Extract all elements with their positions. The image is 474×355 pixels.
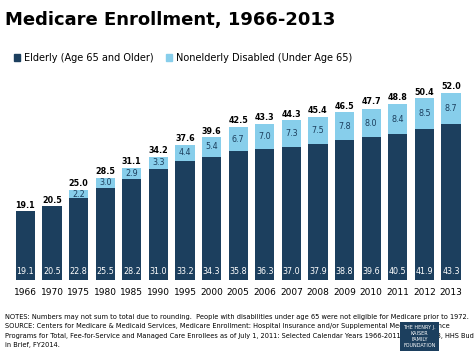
Text: 8.0: 8.0: [365, 119, 377, 127]
Bar: [16, 212, 35, 280]
Bar: [69, 190, 88, 198]
Text: 41.9: 41.9: [416, 267, 433, 276]
Bar: [228, 127, 248, 151]
Bar: [228, 151, 248, 280]
Text: 47.7: 47.7: [361, 97, 381, 106]
Text: 46.5: 46.5: [335, 102, 355, 111]
Text: THE HENRY J.
KAISER
FAMILY
FOUNDATION: THE HENRY J. KAISER FAMILY FOUNDATION: [403, 326, 436, 348]
Text: SOURCE: Centers for Medicare & Medicaid Services, Medicare Enrollment: Hospital : SOURCE: Centers for Medicare & Medicaid …: [5, 323, 449, 329]
Text: 3.3: 3.3: [152, 158, 164, 167]
Text: 7.8: 7.8: [338, 122, 351, 131]
Bar: [122, 168, 141, 179]
Text: 37.9: 37.9: [309, 267, 327, 276]
Text: 7.3: 7.3: [285, 129, 298, 138]
Text: 4.4: 4.4: [179, 148, 191, 157]
Text: 3.0: 3.0: [99, 179, 111, 187]
Text: 20.5: 20.5: [42, 196, 62, 204]
Text: 39.6: 39.6: [202, 127, 221, 136]
Text: 19.1: 19.1: [17, 267, 34, 276]
Text: 25.5: 25.5: [96, 267, 114, 276]
Bar: [415, 98, 434, 129]
Text: 25.0: 25.0: [69, 179, 89, 189]
Text: 6.7: 6.7: [232, 135, 245, 143]
Text: 19.1: 19.1: [16, 201, 35, 210]
Bar: [388, 134, 407, 280]
Text: Medicare Enrollment, 1966-2013: Medicare Enrollment, 1966-2013: [5, 11, 335, 29]
Text: 52.0: 52.0: [441, 82, 461, 91]
Bar: [441, 124, 461, 280]
Text: Programs for Total, Fee-for-Service and Managed Care Enrollees as of July 1, 201: Programs for Total, Fee-for-Service and …: [5, 333, 474, 339]
Text: 8.5: 8.5: [418, 109, 431, 118]
Text: 8.7: 8.7: [445, 104, 457, 113]
Text: 37.6: 37.6: [175, 134, 195, 143]
Text: 44.3: 44.3: [282, 110, 301, 119]
Bar: [362, 137, 381, 280]
Text: 7.0: 7.0: [258, 132, 271, 141]
Text: in Brief, FY2014.: in Brief, FY2014.: [5, 342, 60, 348]
Bar: [335, 112, 354, 140]
Text: 34.2: 34.2: [148, 146, 168, 155]
Bar: [43, 206, 62, 280]
Text: 39.6: 39.6: [362, 267, 380, 276]
Bar: [309, 116, 328, 143]
Text: 7.5: 7.5: [311, 126, 324, 135]
Text: 28.5: 28.5: [95, 167, 115, 176]
Text: 31.1: 31.1: [122, 157, 142, 166]
Bar: [149, 169, 168, 280]
Bar: [415, 129, 434, 280]
Text: 50.4: 50.4: [415, 88, 434, 97]
Text: 34.3: 34.3: [203, 267, 220, 276]
Bar: [122, 179, 141, 280]
Bar: [309, 143, 328, 280]
Text: 42.5: 42.5: [228, 116, 248, 125]
Text: 5.4: 5.4: [205, 142, 218, 151]
Bar: [175, 160, 194, 280]
Legend: Elderly (Age 65 and Older), Nonelderly Disabled (Under Age 65): Elderly (Age 65 and Older), Nonelderly D…: [10, 49, 356, 66]
Text: 20.5: 20.5: [43, 267, 61, 276]
Bar: [255, 149, 274, 280]
Text: 33.2: 33.2: [176, 267, 194, 276]
Bar: [96, 178, 115, 189]
Text: 48.8: 48.8: [388, 93, 408, 102]
Bar: [362, 109, 381, 137]
Text: 36.3: 36.3: [256, 267, 273, 276]
Text: 2.2: 2.2: [72, 190, 85, 199]
Text: 37.0: 37.0: [283, 267, 300, 276]
Bar: [282, 147, 301, 280]
Bar: [441, 93, 461, 124]
Bar: [282, 120, 301, 147]
Bar: [96, 189, 115, 280]
Bar: [335, 140, 354, 280]
Bar: [69, 198, 88, 280]
Text: NOTES: Numbers may not sum to total due to rounding.  People with disabilities u: NOTES: Numbers may not sum to total due …: [5, 314, 469, 320]
Text: 40.5: 40.5: [389, 267, 407, 276]
Bar: [388, 104, 407, 134]
Text: 43.3: 43.3: [255, 113, 274, 122]
Bar: [175, 145, 194, 160]
Bar: [202, 137, 221, 157]
Bar: [149, 157, 168, 169]
Text: 2.9: 2.9: [126, 169, 138, 178]
Text: 8.4: 8.4: [392, 115, 404, 124]
Text: 22.8: 22.8: [70, 267, 88, 276]
Bar: [255, 124, 274, 149]
Text: 43.3: 43.3: [442, 267, 460, 276]
Text: 31.0: 31.0: [150, 267, 167, 276]
Text: 35.8: 35.8: [229, 267, 247, 276]
Text: 28.2: 28.2: [123, 267, 141, 276]
Text: 38.8: 38.8: [336, 267, 353, 276]
Text: 45.4: 45.4: [308, 106, 328, 115]
Bar: [202, 157, 221, 280]
